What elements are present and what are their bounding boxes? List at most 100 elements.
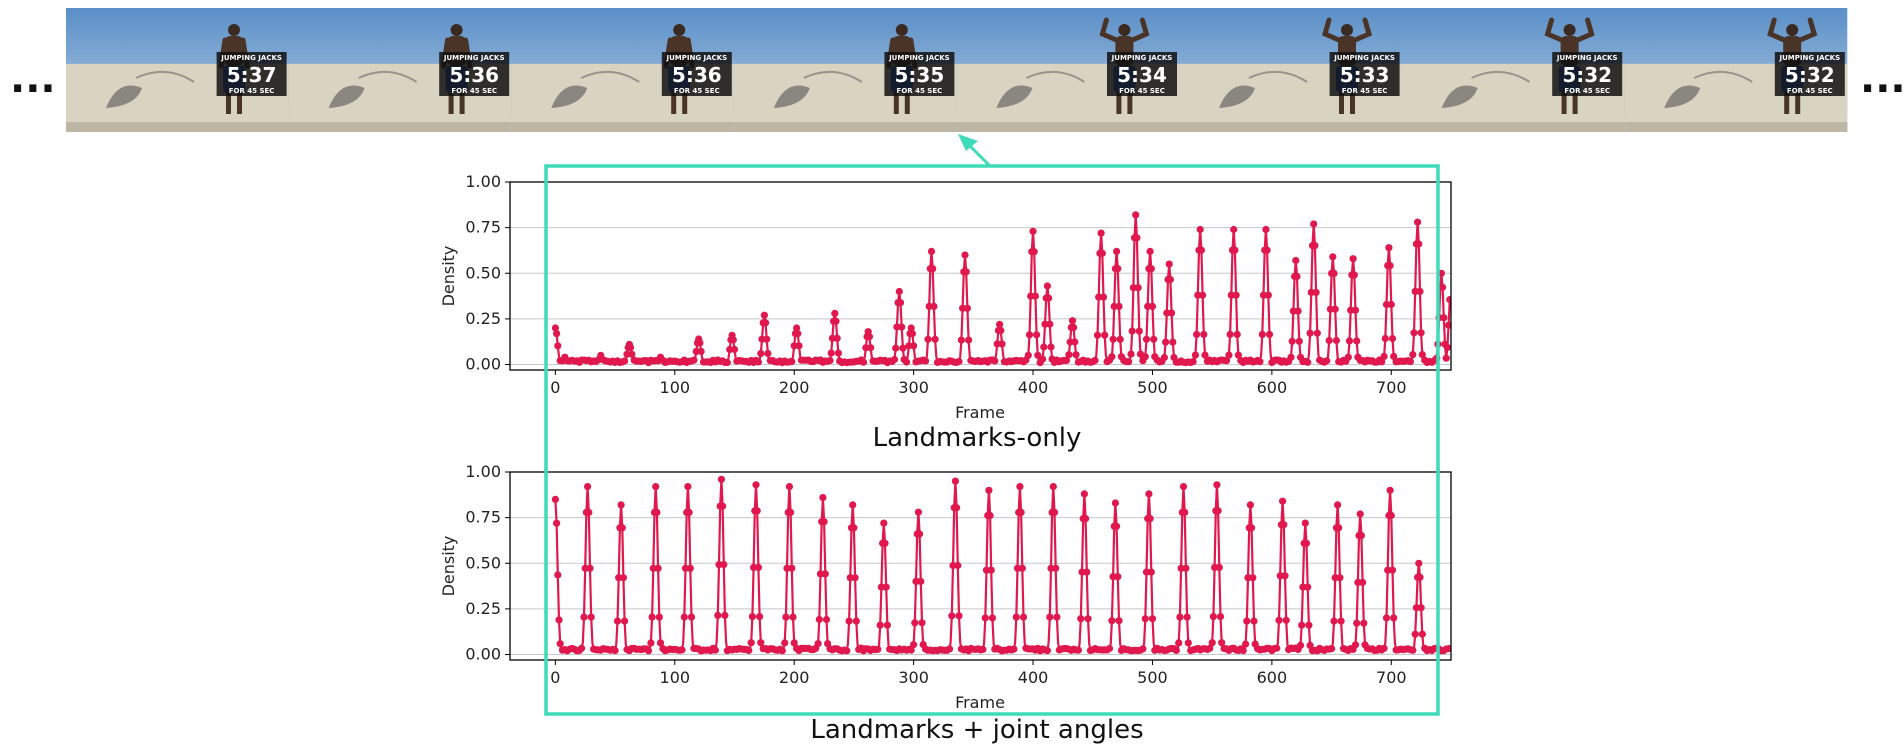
data-point (586, 564, 594, 572)
data-point (1446, 296, 1451, 304)
data-point (963, 304, 972, 312)
x-tick-label: 300 (898, 668, 929, 687)
data-point (1074, 646, 1082, 654)
data-point (1142, 335, 1151, 343)
data-point (745, 646, 753, 655)
data-point (895, 287, 903, 296)
data-point (827, 349, 835, 357)
data-point (729, 336, 737, 344)
data-point (826, 357, 834, 365)
data-point (1380, 644, 1388, 652)
data-point (1387, 511, 1395, 520)
data-point (754, 563, 763, 572)
data-point (1033, 331, 1041, 339)
data-point (653, 508, 661, 516)
data-point (1256, 358, 1264, 366)
data-point (618, 524, 626, 532)
data-point (890, 355, 899, 364)
data-point (911, 619, 919, 627)
data-point (1350, 271, 1358, 279)
y-tick-label: 0.75 (465, 508, 501, 527)
data-point (1330, 617, 1338, 625)
y-tick-label: 0.00 (465, 645, 501, 664)
data-point (1230, 225, 1238, 234)
x-ticks: 0 100 200 300 400 500 600 700 (550, 660, 1407, 687)
x-tick-label: 400 (1018, 378, 1049, 397)
data-point (986, 511, 994, 520)
data-point (1445, 645, 1451, 653)
data-point (833, 334, 841, 342)
data-point (1133, 234, 1141, 242)
data-point (820, 518, 828, 526)
data-point (1128, 327, 1136, 335)
data-point (1213, 481, 1221, 489)
data-point (1141, 615, 1149, 623)
data-point (1082, 515, 1090, 523)
data-point (1162, 338, 1170, 346)
data-point (1380, 352, 1388, 360)
data-point (998, 340, 1006, 348)
data-point (916, 530, 924, 538)
data-point (753, 507, 761, 515)
y-tick-label: 0.00 (465, 355, 501, 374)
data-point (1166, 275, 1174, 284)
data-point (918, 619, 926, 627)
data-point (996, 320, 1004, 328)
data-point (748, 613, 757, 621)
data-point (587, 613, 595, 621)
data-point (1417, 604, 1425, 612)
data-point (553, 330, 561, 338)
data-point (648, 613, 656, 621)
x-tick-label: 700 (1376, 668, 1407, 687)
data-point (656, 639, 665, 647)
x-tick-label: 0 (550, 668, 560, 687)
data-point (1039, 355, 1047, 363)
data-point (1390, 614, 1398, 622)
data-point (1295, 337, 1303, 345)
data-point (1135, 327, 1143, 335)
data-point (867, 344, 875, 352)
data-point (1388, 566, 1397, 574)
data-point (1411, 630, 1419, 638)
data-point (955, 357, 963, 366)
data-point (1250, 617, 1258, 625)
data-point (1053, 613, 1061, 621)
timer-text: 5:34 (1117, 63, 1167, 87)
data-point (789, 613, 797, 621)
data-point (747, 639, 755, 647)
data-point (1047, 343, 1055, 351)
data-point (1273, 644, 1281, 652)
x-tick-label: 500 (1137, 378, 1168, 397)
highlight-arrow-head (958, 134, 978, 151)
data-point (1234, 351, 1242, 359)
data-point (843, 647, 851, 655)
data-point (1440, 314, 1448, 322)
data-point (551, 495, 560, 503)
data-point (1147, 568, 1155, 576)
y-axis-label: Density (439, 246, 458, 307)
data-point (644, 647, 653, 655)
data-point (882, 583, 890, 591)
data-point (1239, 647, 1247, 655)
data-point (763, 335, 771, 343)
exercise-banner: JUMPING JACKS (665, 54, 727, 62)
data-point (1304, 583, 1312, 591)
data-point (1043, 282, 1051, 290)
data-point (1262, 225, 1270, 234)
data-point (1165, 260, 1173, 268)
data-point (785, 483, 794, 491)
data-point (851, 574, 859, 582)
data-point (914, 508, 923, 516)
data-point (1072, 351, 1080, 359)
density-series (551, 475, 1451, 655)
data-point (1418, 630, 1426, 638)
data-point (1080, 490, 1088, 498)
data-point (687, 613, 696, 621)
data-point (1406, 358, 1414, 366)
x-tick-label: 200 (779, 378, 810, 397)
timer-text: 5:37 (227, 63, 277, 87)
data-point (910, 342, 918, 350)
